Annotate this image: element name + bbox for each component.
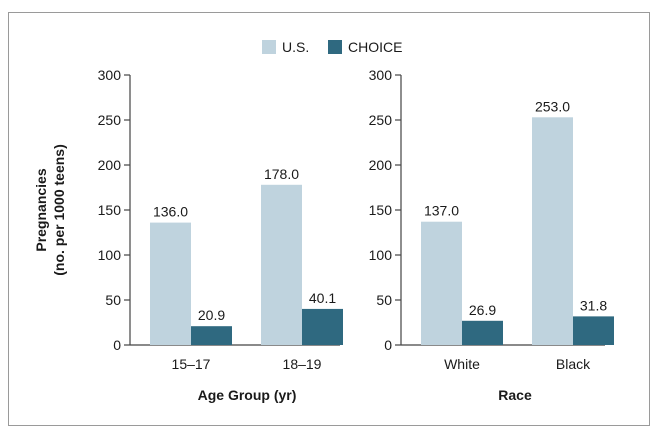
y-tick-label: 300 [98, 67, 122, 83]
y-tick-label: 250 [369, 112, 393, 128]
x-category-label: 15–17 [172, 356, 211, 372]
y-axis-title: Pregnancies (no. per 1000 teens) [33, 144, 67, 276]
data-label: 137.0 [424, 203, 459, 219]
data-label: 136.0 [153, 204, 188, 220]
bar-1517-choice [191, 326, 232, 345]
legend-swatch-1 [328, 40, 342, 54]
legend-label-0: U.S. [282, 39, 309, 55]
x-category-label: White [444, 356, 480, 372]
legend: U.S. CHOICE [262, 39, 402, 55]
y-tick-label: 200 [369, 157, 393, 173]
y-tick-label: 250 [98, 112, 122, 128]
bar-Black-us [532, 117, 573, 345]
legend-swatch-0 [262, 40, 276, 54]
y-tick-label: 0 [113, 337, 121, 353]
chart-panel-1: 0 50 100 150 200 250 300 137.0 26.9 White 253.0 31.… [369, 67, 614, 403]
x-category-label: Black [556, 356, 591, 372]
data-label: 26.9 [469, 302, 496, 318]
data-label: 253.0 [535, 98, 570, 114]
y-tick-label: 50 [105, 292, 121, 308]
data-label: 178.0 [264, 166, 299, 182]
bar-1819-us [261, 184, 302, 345]
data-label: 20.9 [198, 307, 225, 323]
chart-panel-0: 0 50 100 150 200 250 300 136.0 20.9 15–17 178.0 40.… [98, 67, 343, 403]
y-tick-label: 100 [369, 247, 393, 263]
y-axis-title-line-1: (no. per 1000 teens) [51, 144, 67, 276]
x-axis-title: Race [498, 387, 532, 403]
data-label: 40.1 [309, 290, 336, 306]
legend-label-1: CHOICE [348, 39, 402, 55]
y-tick-label: 200 [98, 157, 122, 173]
bar-Black-choice [573, 316, 614, 345]
y-tick-label: 150 [369, 202, 393, 218]
bar-White-choice [462, 320, 503, 345]
y-axis-title-line-0: Pregnancies [33, 168, 49, 251]
y-tick-label: 100 [98, 247, 122, 263]
x-category-label: 18–19 [283, 356, 322, 372]
x-axis-title: Age Group (yr) [198, 387, 297, 403]
bar-1819-choice [302, 308, 343, 345]
y-tick-label: 50 [376, 292, 392, 308]
y-tick-label: 300 [369, 67, 393, 83]
y-tick-label: 150 [98, 202, 122, 218]
y-tick-label: 0 [384, 337, 392, 353]
bar-White-us [421, 221, 462, 345]
bar-1517-us [150, 222, 191, 345]
data-label: 31.8 [580, 297, 607, 313]
